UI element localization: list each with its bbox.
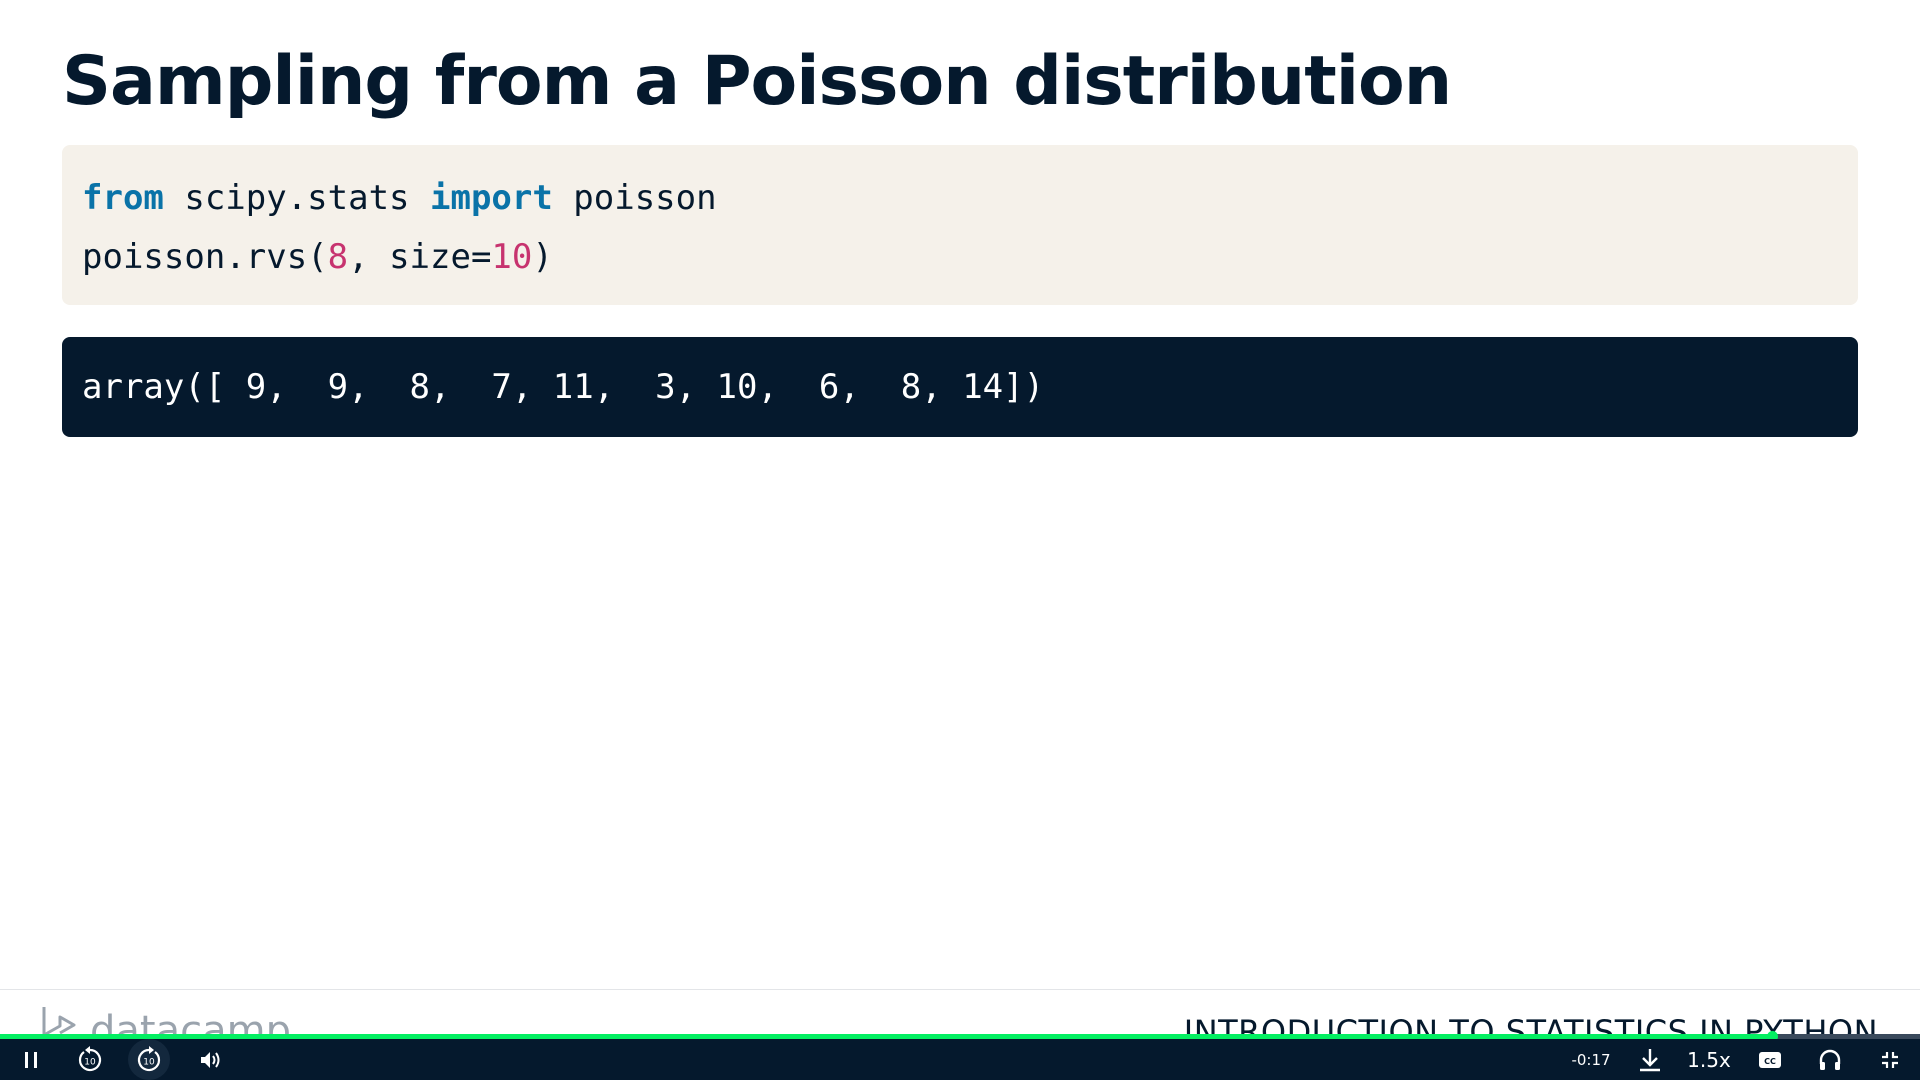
exit-fullscreen-button[interactable] — [1874, 1039, 1906, 1080]
speed-button[interactable]: 1.5x — [1682, 1039, 1736, 1080]
progress-handle[interactable] — [1767, 1031, 1779, 1042]
rewind-seconds-label: 10 — [84, 1057, 96, 1067]
code-number: 10 — [491, 237, 533, 277]
code-text: poisson — [552, 178, 717, 218]
download-icon — [1640, 1048, 1660, 1071]
captions-button[interactable]: CC — [1754, 1039, 1786, 1080]
player-controls: 10 10 -0:17 1.5x CC — [0, 1039, 1920, 1080]
code-keyword: import — [430, 178, 553, 218]
code-text: ) — [532, 237, 553, 277]
time-remaining-text: -0:17 — [1571, 1050, 1611, 1069]
code-line-1: from scipy.stats import poisson — [82, 169, 1838, 228]
svg-text:CC: CC — [1764, 1057, 1776, 1066]
output-text: array([ 9, 9, 8, 7, 11, 3, 10, 6, 8, 14]… — [82, 367, 1045, 407]
code-keyword: from — [82, 178, 164, 218]
exit-fullscreen-icon — [1882, 1051, 1898, 1068]
course-title: INTRODUCTION TO STATISTICS IN PYTHON — [1183, 1013, 1878, 1038]
speed-label: 1.5x — [1687, 1047, 1731, 1072]
pause-button[interactable] — [14, 1039, 48, 1080]
output-block: array([ 9, 9, 8, 7, 11, 3, 10, 6, 8, 14]… — [62, 337, 1858, 437]
download-button[interactable] — [1634, 1039, 1666, 1080]
code-text: , size= — [348, 237, 492, 277]
captions-icon: CC — [1759, 1051, 1781, 1068]
volume-icon — [201, 1051, 220, 1068]
logo-mark-icon — [42, 1007, 76, 1037]
forward-10-icon: 10 — [137, 1045, 161, 1071]
code-number: 8 — [327, 237, 349, 277]
code-line-2: poisson.rvs(8, size=10) — [82, 228, 1838, 287]
progress-bar[interactable] — [0, 1031, 1920, 1042]
forward-seconds-label: 10 — [143, 1057, 155, 1067]
code-block: from scipy.stats import poisson poisson.… — [62, 145, 1858, 305]
code-text: poisson.rvs( — [82, 237, 328, 277]
progress-fill — [0, 1034, 1773, 1039]
audio-only-button[interactable] — [1814, 1039, 1846, 1080]
rewind-10-icon: 10 — [78, 1045, 102, 1071]
time-remaining: -0:17 — [1566, 1039, 1616, 1080]
footer-divider — [0, 989, 1920, 990]
headphones-icon — [1819, 1049, 1841, 1070]
volume-button[interactable] — [194, 1039, 228, 1080]
slide-title: Sampling from a Poisson distribution — [62, 42, 1452, 121]
forward-button[interactable]: 10 — [128, 1039, 170, 1080]
code-text: scipy.stats — [163, 178, 430, 218]
pause-icon — [25, 1051, 37, 1068]
rewind-button[interactable]: 10 — [70, 1039, 110, 1080]
